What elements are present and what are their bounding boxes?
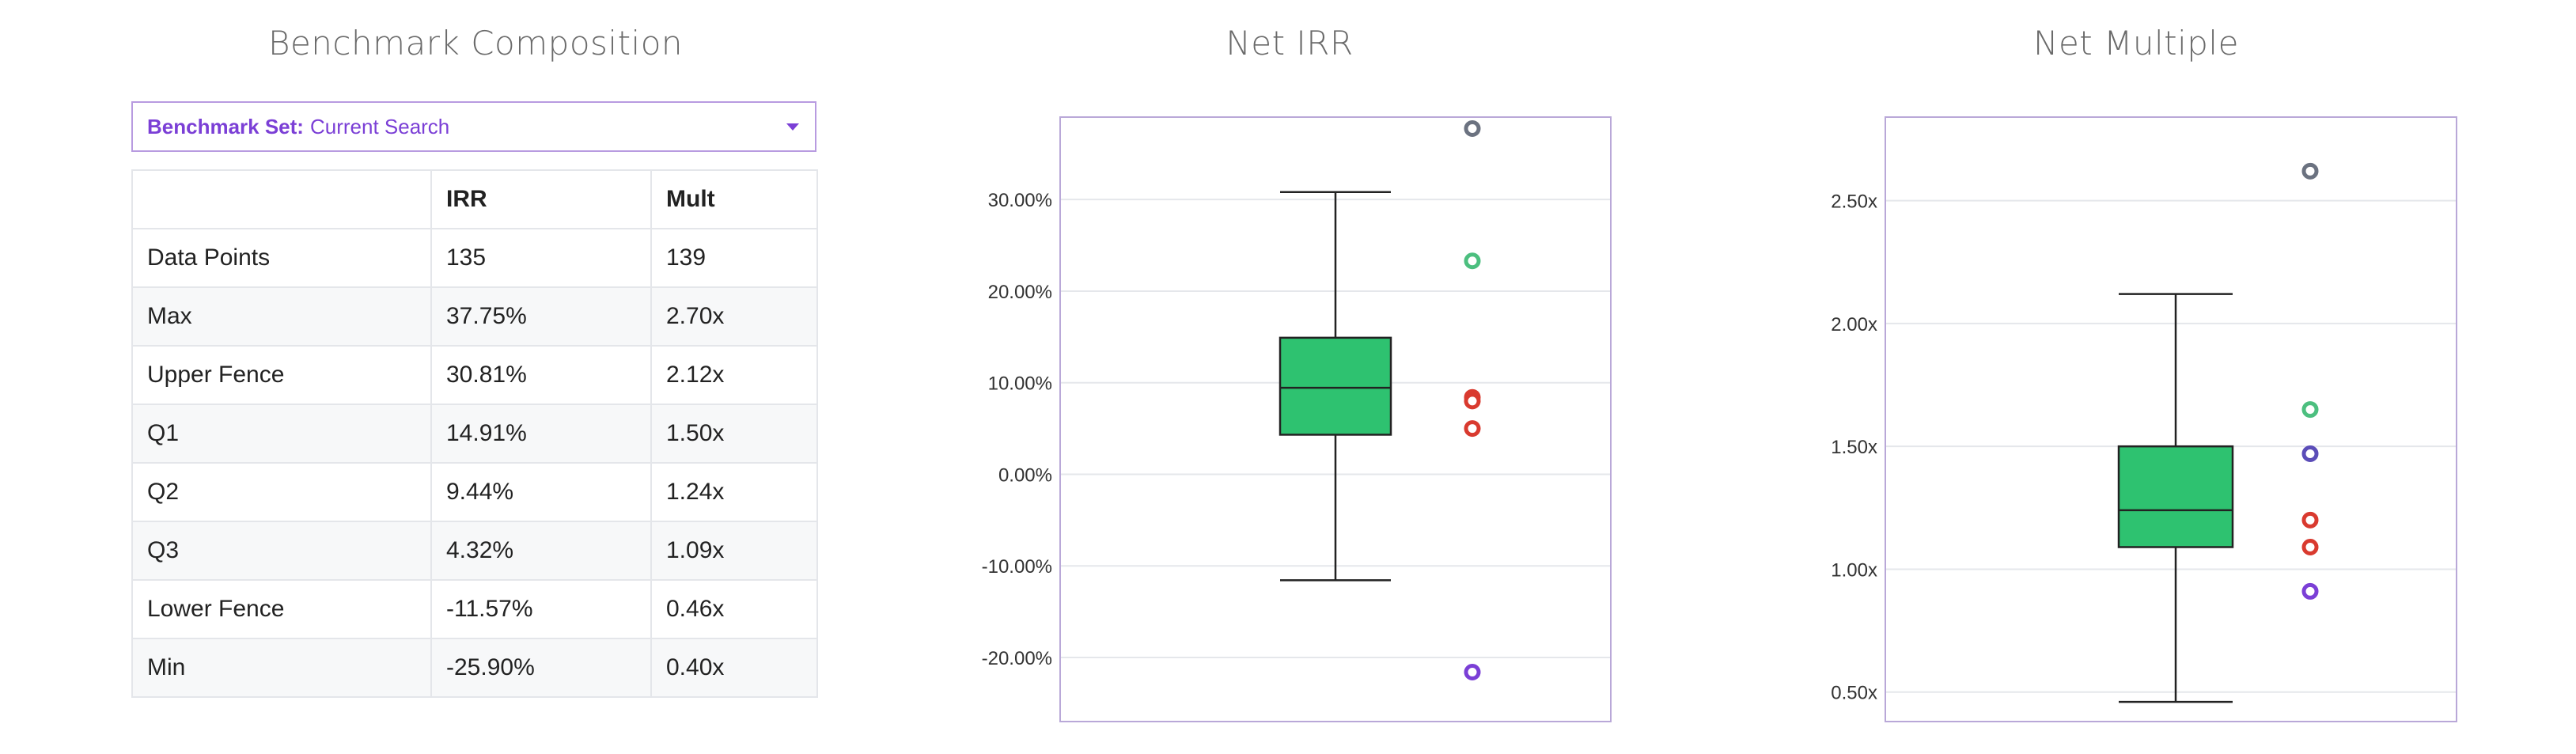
benchmark-set-label: Benchmark Set: (147, 114, 304, 138)
table-row: Min -25.90% 0.40x (131, 638, 818, 698)
data-point[interactable] (2301, 162, 2319, 180)
data-point[interactable] (2301, 401, 2319, 419)
row-irr-value: 135 (430, 228, 652, 288)
benchmark-composition-panel: Benchmark Composition Benchmark Set: Cur… (131, 0, 820, 750)
table-row: Q3 4.32% 1.09x (131, 521, 818, 581)
y-tick-label: 10.00% (988, 373, 1052, 395)
caret-down-icon[interactable] (786, 123, 799, 131)
row-label: Data Points (131, 228, 432, 288)
table-body: Data Points 135 139 Max 37.75% 2.70x Upper Fen… (131, 228, 818, 698)
row-irr-value: 4.32% (430, 521, 652, 581)
y-tick-label: 0.00% (998, 464, 1052, 486)
data-point[interactable] (1464, 252, 1481, 270)
row-label: Max (131, 286, 432, 347)
row-mult-value: 1.09x (650, 521, 818, 581)
data-point[interactable] (2301, 582, 2319, 600)
table-row: Upper Fence 30.81% 2.12x (131, 345, 818, 405)
data-point[interactable] (2301, 511, 2319, 529)
y-tick-label: 20.00% (988, 282, 1052, 303)
net-multiple-title: Net Multiple (2033, 24, 2239, 63)
header-blank (131, 169, 432, 229)
data-point[interactable] (1464, 663, 1481, 680)
composition-title: Benchmark Composition (267, 24, 684, 63)
data-point[interactable] (1464, 119, 1481, 137)
row-mult-value: 2.12x (650, 345, 818, 405)
row-mult-value: 0.46x (650, 579, 818, 639)
y-tick-label: 2.50x (1831, 191, 1877, 213)
y-tick-label: 30.00% (988, 190, 1052, 211)
row-irr-value: -25.90% (430, 638, 652, 698)
net-multiple-chart: 0.50x 1.00x 1.50x 2.00x 2.50x (1831, 116, 2457, 722)
plot-frame (1885, 116, 2457, 722)
data-point[interactable] (1464, 420, 1481, 438)
benchmark-set-dropdown[interactable]: Benchmark Set: Current Search (131, 101, 816, 152)
y-tick-label: 2.00x (1831, 314, 1877, 335)
y-tick-label: -20.00% (982, 648, 1052, 669)
row-label: Q3 (131, 521, 432, 581)
net-irr-panel: Net IRR -20.00% -10.00% 0.00% 10.00% 20.00% 3… (934, 0, 1646, 750)
net-multiple-panel: Net Multiple 0.50x 1.00x 1.50x 2.00x 2.50x (1772, 0, 2500, 750)
benchmark-set-value: Current Search (309, 114, 450, 138)
row-label: Q1 (131, 404, 432, 464)
header-mult: Mult (650, 169, 818, 229)
row-irr-value: 14.91% (430, 404, 652, 464)
row-mult-value: 0.40x (650, 638, 818, 698)
table-row: Q1 14.91% 1.50x (131, 404, 818, 464)
table-row: Q2 9.44% 1.24x (131, 462, 818, 522)
table-row: Max 37.75% 2.70x (131, 286, 818, 347)
row-irr-value: 9.44% (430, 462, 652, 522)
row-mult-value: 1.24x (650, 462, 818, 522)
row-label: Q2 (131, 462, 432, 522)
row-label: Lower Fence (131, 579, 432, 639)
net-irr-chart: -20.00% -10.00% 0.00% 10.00% 20.00% 30.00% (982, 116, 1612, 722)
y-tick-label: 1.00x (1831, 559, 1877, 581)
net-irr-title: Net IRR (1225, 24, 1354, 63)
row-label: Min (131, 638, 432, 698)
row-mult-value: 139 (650, 228, 818, 288)
data-point[interactable] (1464, 392, 1481, 410)
table-header-row: IRR Mult (131, 169, 818, 229)
row-irr-value: -11.57% (430, 579, 652, 639)
data-point[interactable] (2301, 538, 2319, 555)
row-irr-value: 30.81% (430, 345, 652, 405)
iqr-box (2117, 445, 2234, 548)
row-mult-value: 2.70x (650, 286, 818, 347)
y-tick-label: -10.00% (982, 556, 1052, 578)
y-tick-label: 1.50x (1831, 437, 1877, 458)
table-row: Lower Fence -11.57% 0.46x (131, 579, 818, 639)
table-row: Data Points 135 139 (131, 228, 818, 288)
header-irr: IRR (430, 169, 652, 229)
composition-table: IRR Mult Data Points 135 139 Max 37.75% 2.70x… (131, 169, 818, 698)
row-irr-value: 37.75% (430, 286, 652, 347)
data-point[interactable] (2301, 445, 2319, 462)
iqr-box (1279, 336, 1392, 436)
row-mult-value: 1.50x (650, 404, 818, 464)
row-label: Upper Fence (131, 345, 432, 405)
plot-frame (1059, 116, 1612, 722)
y-tick-label: 0.50x (1831, 683, 1877, 704)
